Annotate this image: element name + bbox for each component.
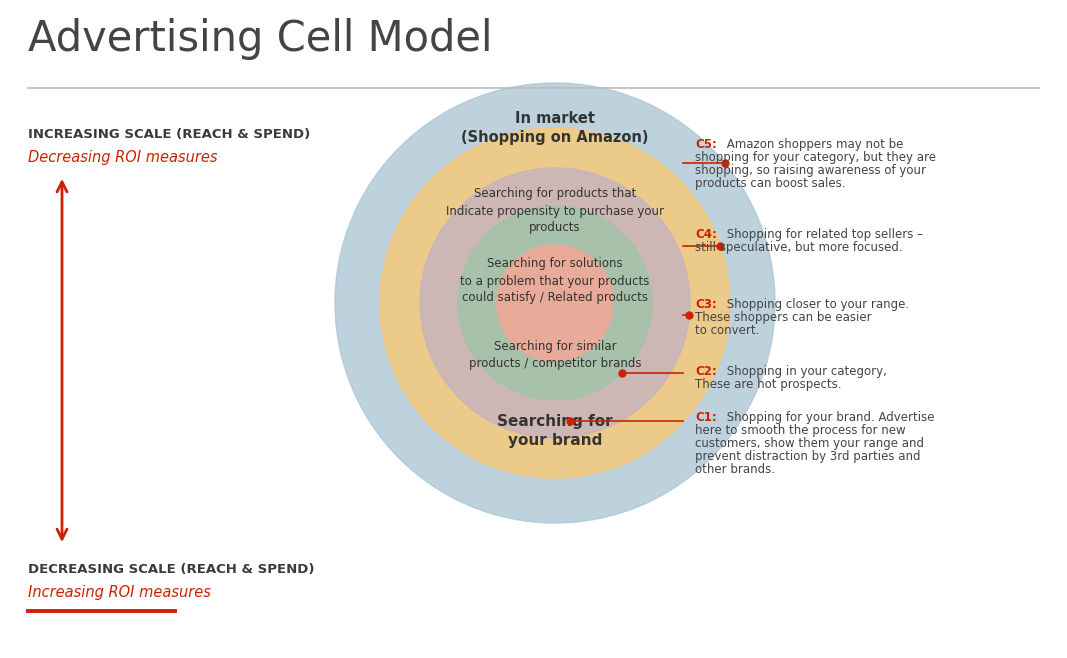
Text: Searching for
your brand: Searching for your brand (497, 414, 612, 448)
Text: DECREASING SCALE (REACH & SPEND): DECREASING SCALE (REACH & SPEND) (28, 563, 315, 576)
Text: Amazon shoppers may not be: Amazon shoppers may not be (723, 138, 904, 151)
Text: products can boost sales.: products can boost sales. (695, 177, 845, 190)
Text: shopping, so raising awareness of your: shopping, so raising awareness of your (695, 164, 926, 177)
Text: These are hot prospects.: These are hot prospects. (695, 378, 842, 391)
Text: Decreasing ROI measures: Decreasing ROI measures (28, 150, 218, 165)
Text: Shopping closer to your range.: Shopping closer to your range. (723, 298, 909, 311)
Text: These shoppers can be easier: These shoppers can be easier (695, 311, 872, 324)
Circle shape (335, 83, 775, 523)
Text: Increasing ROI measures: Increasing ROI measures (28, 585, 211, 600)
Text: INCREASING SCALE (REACH & SPEND): INCREASING SCALE (REACH & SPEND) (28, 128, 310, 141)
Text: Searching for similar
products / competitor brands: Searching for similar products / competi… (468, 340, 641, 370)
Text: C3:: C3: (695, 298, 717, 311)
Circle shape (380, 128, 730, 478)
Text: Shopping for your brand. Advertise: Shopping for your brand. Advertise (723, 411, 935, 424)
Circle shape (497, 245, 614, 361)
Text: other brands.: other brands. (695, 463, 775, 476)
Text: customers, show them your range and: customers, show them your range and (695, 437, 924, 450)
Circle shape (458, 206, 652, 400)
Text: Searching for products that
Indicate propensity to purchase your
products: Searching for products that Indicate pro… (446, 188, 664, 234)
Text: C5:: C5: (695, 138, 717, 151)
Text: Shopping for related top sellers –: Shopping for related top sellers – (723, 228, 923, 241)
Text: prevent distraction by 3rd parties and: prevent distraction by 3rd parties and (695, 450, 921, 463)
Text: Advertising Cell Model: Advertising Cell Model (28, 18, 493, 60)
Text: C1:: C1: (695, 411, 717, 424)
Text: still speculative, but more focused.: still speculative, but more focused. (695, 241, 903, 254)
Text: C2:: C2: (695, 365, 717, 378)
Text: In market
(Shopping on Amazon): In market (Shopping on Amazon) (461, 111, 649, 145)
Text: to convert.: to convert. (695, 324, 760, 337)
Circle shape (420, 168, 690, 438)
Text: C4:: C4: (695, 228, 717, 241)
Text: Searching for solutions
to a problem that your products
could satisfy / Related : Searching for solutions to a problem tha… (460, 257, 650, 305)
Text: here to smooth the process for new: here to smooth the process for new (695, 424, 906, 437)
Text: shopping for your category, but they are: shopping for your category, but they are (695, 151, 936, 164)
Text: Shopping in your category,: Shopping in your category, (723, 365, 887, 378)
